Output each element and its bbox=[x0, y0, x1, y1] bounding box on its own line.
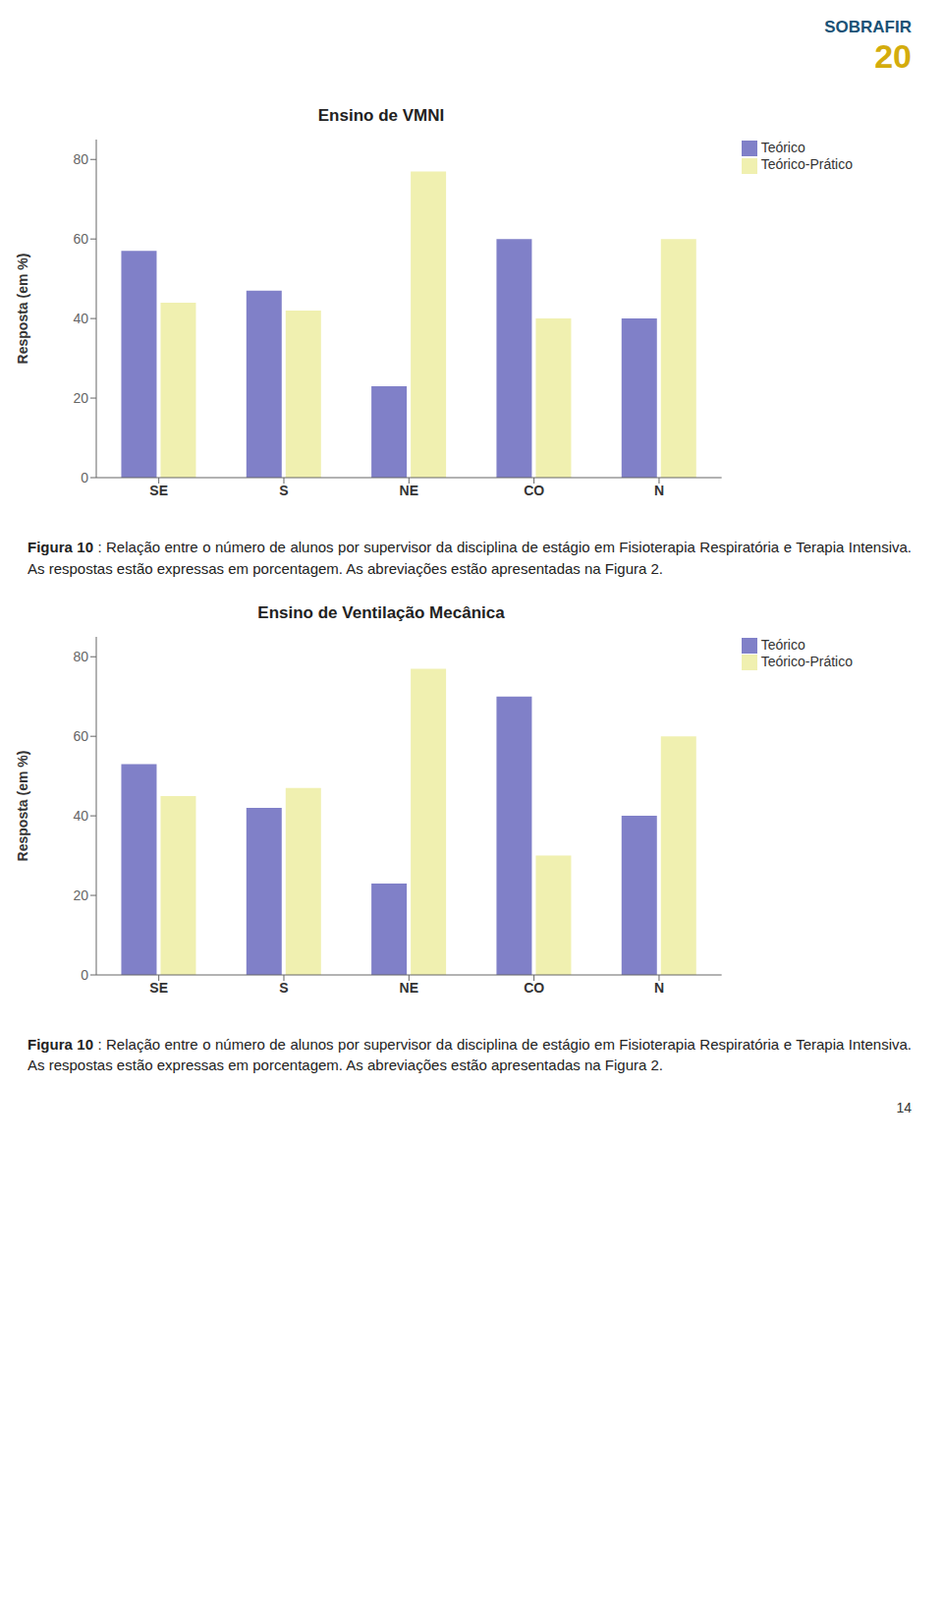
svg-text:Resposta (em %): Resposta (em %) bbox=[14, 749, 31, 861]
svg-text:N: N bbox=[654, 482, 665, 499]
svg-text:NE: NE bbox=[399, 482, 419, 499]
svg-text:0: 0 bbox=[80, 469, 89, 486]
svg-text:60: 60 bbox=[72, 727, 89, 744]
html-text:Figura 10 : Relação entre o nú: Figura 10 : Relação entre o número de al… bbox=[27, 1034, 912, 1073]
html-text:Teórico-Prático: Teórico-Prático bbox=[760, 653, 853, 669]
svg-text:S: S bbox=[278, 978, 288, 995]
svg-text:CO: CO bbox=[523, 978, 545, 995]
html-text:Teórico: Teórico bbox=[760, 139, 806, 156]
html-text:Ensino de VMNI: Ensino de VMNI bbox=[318, 106, 445, 125]
svg-text:NE: NE bbox=[399, 978, 419, 995]
html-text:Ensino de Ventilação Mecânica: Ensino de Ventilação Mecânica bbox=[257, 602, 505, 622]
svg-text:S: S bbox=[278, 482, 288, 499]
html-text:Teórico-Prático: Teórico-Prático bbox=[760, 156, 853, 173]
svg-text:Resposta (em %): Resposta (em %) bbox=[14, 253, 31, 365]
svg-text:20: 20 bbox=[72, 389, 89, 406]
html-text:Figura 10 : Relação entre o nú: Figura 10 : Relação entre o número de al… bbox=[27, 538, 912, 577]
html-text:20: 20 bbox=[874, 37, 912, 75]
svg-text:20: 20 bbox=[72, 887, 89, 903]
html-text:14: 14 bbox=[896, 1099, 912, 1115]
html-text:SOBRAFIR: SOBRAFIR bbox=[824, 17, 912, 37]
svg-text:N: N bbox=[654, 978, 665, 995]
svg-text:80: 80 bbox=[72, 648, 89, 665]
svg-text:60: 60 bbox=[72, 230, 89, 247]
html-text:Teórico: Teórico bbox=[760, 636, 806, 652]
svg-text:SE: SE bbox=[149, 978, 168, 995]
svg-text:CO: CO bbox=[523, 482, 545, 499]
svg-text:40: 40 bbox=[72, 310, 89, 327]
svg-text:80: 80 bbox=[72, 151, 89, 167]
svg-text:0: 0 bbox=[80, 965, 89, 982]
svg-text:SE: SE bbox=[149, 482, 168, 499]
svg-text:40: 40 bbox=[72, 807, 89, 824]
